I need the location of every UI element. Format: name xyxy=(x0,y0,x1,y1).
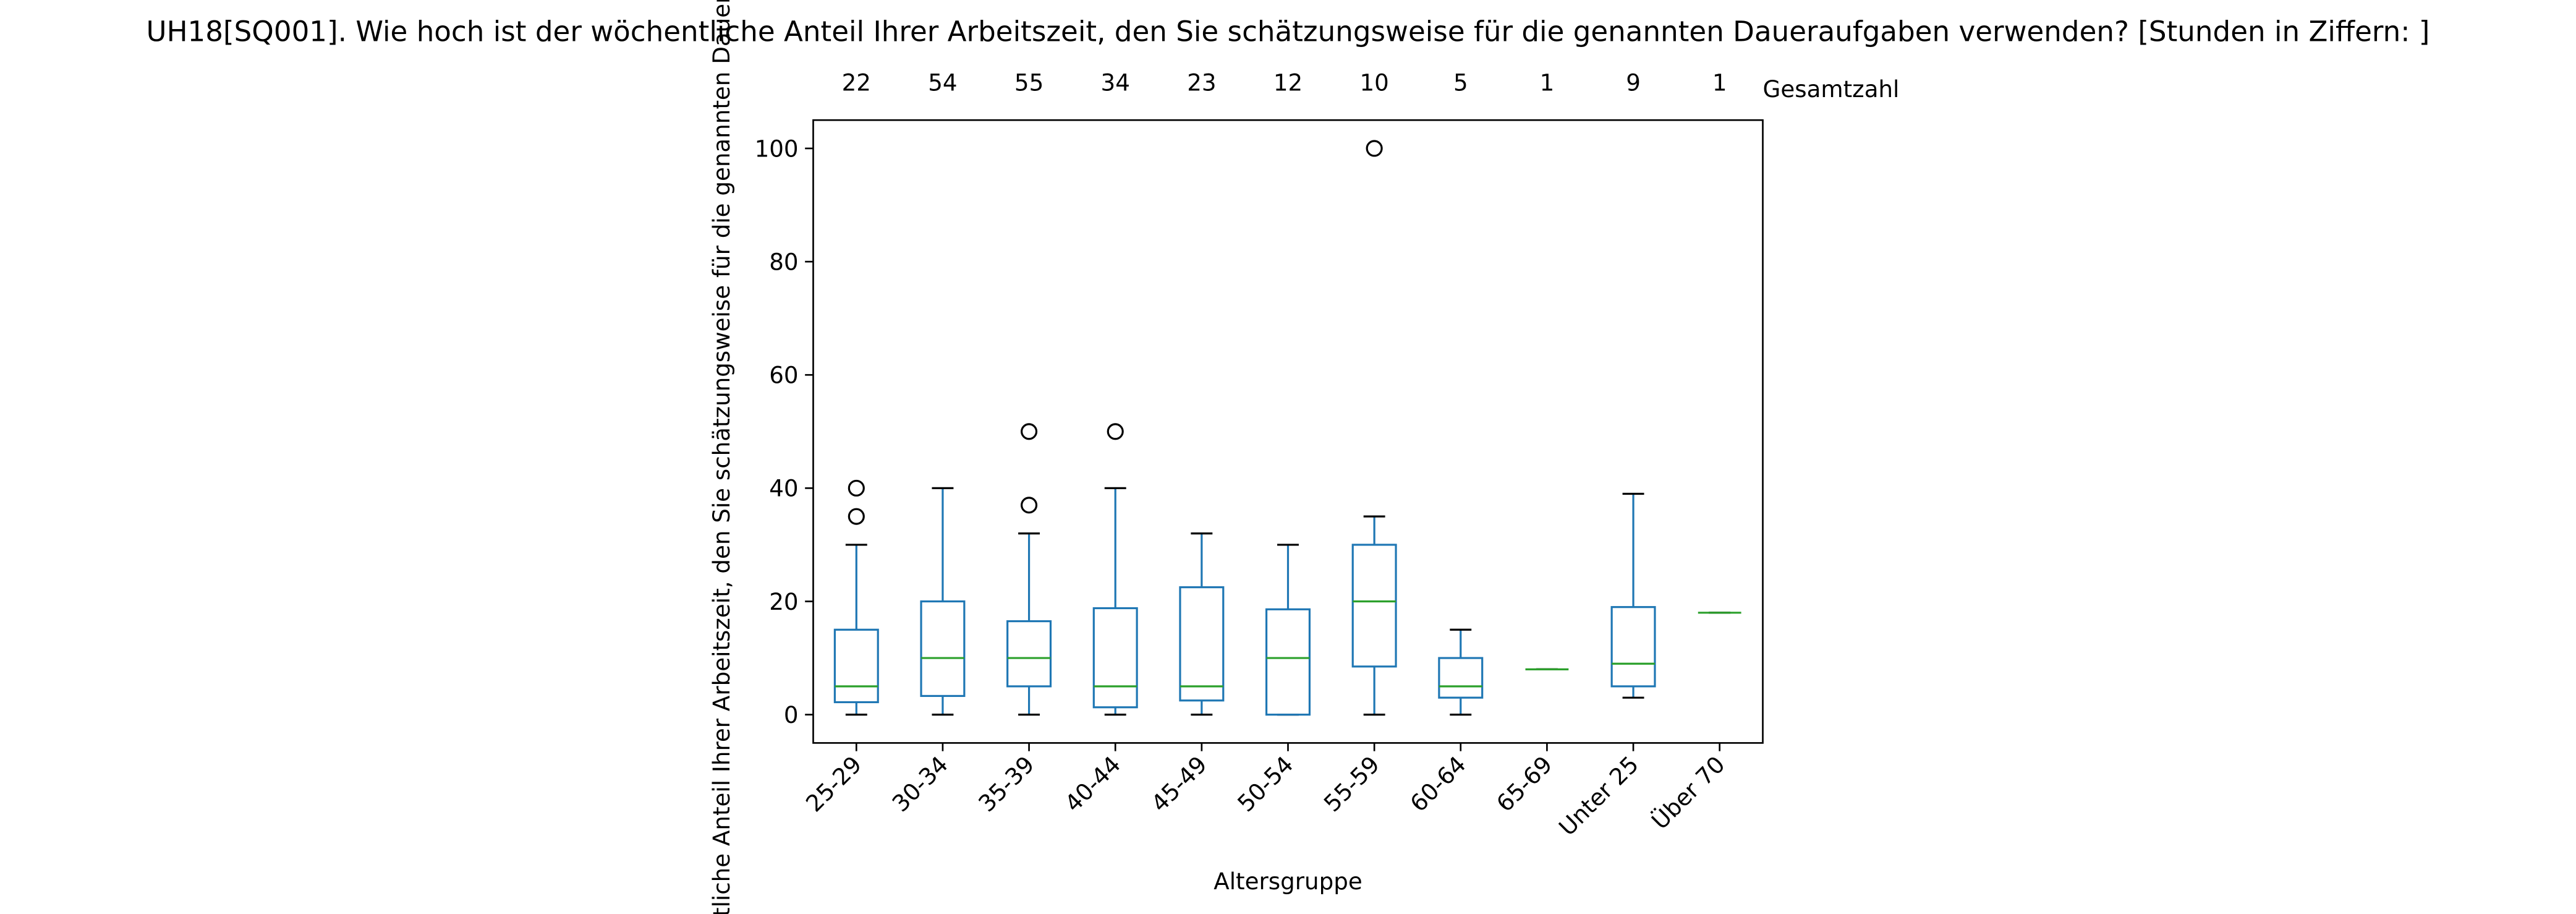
box xyxy=(1092,607,1138,709)
x-tick-label: 60-64 xyxy=(1405,751,1471,818)
plot-frame xyxy=(812,119,1764,744)
count-label: 55 xyxy=(1014,69,1044,96)
outlier xyxy=(848,479,865,497)
x-tick-label: 40-44 xyxy=(1060,751,1126,818)
x-tick-label: Unter 25 xyxy=(1554,751,1644,841)
x-tick-label: 55-59 xyxy=(1319,751,1385,818)
y-tick-label: 0 xyxy=(784,701,799,728)
box xyxy=(1006,620,1052,688)
outlier xyxy=(848,508,865,525)
box xyxy=(1179,586,1225,702)
y-tick-label: 20 xyxy=(769,588,798,615)
count-label: 5 xyxy=(1453,69,1468,96)
x-axis-label: Altersgruppe xyxy=(1214,868,1362,895)
box xyxy=(1438,657,1484,699)
x-tick-label: 35-39 xyxy=(973,751,1040,818)
y-axis-label: UH18[SQ001]. Wie hoch ist der wöchentlic… xyxy=(708,0,735,914)
count-label: 1 xyxy=(1540,69,1555,96)
x-tick-label: 25-29 xyxy=(801,751,867,818)
count-label: 1 xyxy=(1712,69,1727,96)
box xyxy=(833,628,879,704)
box xyxy=(1610,606,1656,688)
count-label: 10 xyxy=(1359,69,1388,96)
outlier xyxy=(1366,140,1383,157)
box xyxy=(1351,544,1397,668)
outlier xyxy=(1107,423,1124,440)
outlier xyxy=(1021,423,1038,440)
count-label: 12 xyxy=(1273,69,1303,96)
outlier xyxy=(1021,497,1038,514)
x-tick-label: 65-69 xyxy=(1491,751,1558,818)
x-tick-label: Über 70 xyxy=(1646,751,1730,835)
count-label: 54 xyxy=(928,69,957,96)
box xyxy=(1265,608,1311,716)
chart-title: UH18[SQ001]. Wie hoch ist der wöchentlic… xyxy=(147,15,2430,48)
y-tick-label: 60 xyxy=(769,362,798,389)
y-tick-label: 80 xyxy=(769,248,798,275)
count-label: 34 xyxy=(1101,69,1130,96)
y-tick-label: 100 xyxy=(755,135,799,162)
count-label: 9 xyxy=(1626,69,1641,96)
x-tick-label: 30-34 xyxy=(886,751,953,818)
count-label: 23 xyxy=(1187,69,1216,96)
count-label: 22 xyxy=(842,69,871,96)
x-tick-label: 45-49 xyxy=(1146,751,1212,818)
box xyxy=(920,600,966,698)
x-tick-label: 50-54 xyxy=(1232,751,1299,818)
counts-label: Gesamtzahl xyxy=(1763,75,1900,103)
y-tick-label: 40 xyxy=(769,475,798,502)
